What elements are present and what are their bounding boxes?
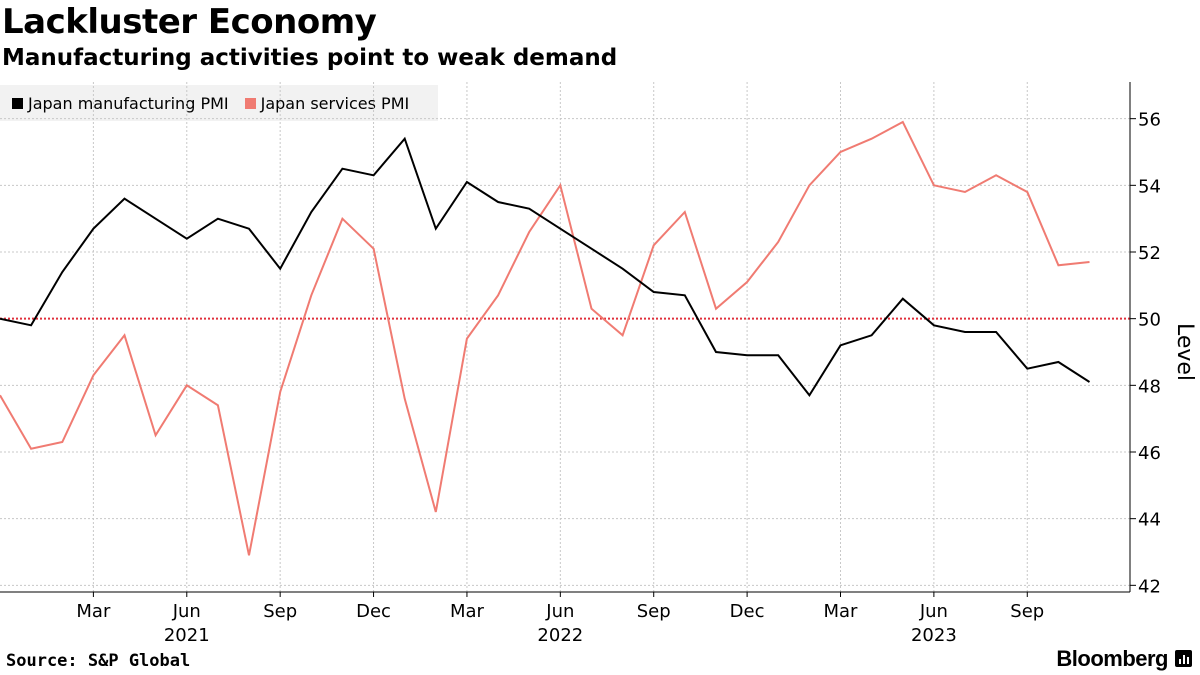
- legend-item-manufacturing: Japan manufacturing PMI: [12, 94, 229, 113]
- legend-item-services: Japan services PMI: [244, 93, 410, 113]
- x-tick-label: Sep: [637, 601, 671, 622]
- grid-lines: [0, 82, 1130, 592]
- legend-swatch-services: [244, 97, 256, 109]
- y-tick-label: 42: [1138, 576, 1161, 597]
- y-tick-label: 48: [1138, 376, 1161, 397]
- y-tick-label: 52: [1138, 243, 1161, 264]
- brand-logo-text: Bloomberg: [1056, 646, 1168, 671]
- bloomberg-bars-icon: [1175, 650, 1192, 667]
- series-line-services: [0, 120, 1090, 556]
- x-tick-label: Mar: [450, 601, 485, 622]
- x-tick-label: Sep: [263, 601, 297, 622]
- series-line-manufacturing: [0, 136, 1091, 398]
- x-tick-label: Jun: [919, 601, 948, 622]
- x-tick-label: Sep: [1010, 601, 1044, 622]
- x-tick-label: Mar: [824, 601, 859, 622]
- x-tick-label: Dec: [730, 601, 765, 622]
- chart-title: Lackluster Economy: [2, 2, 377, 42]
- x-tick-label: Dec: [356, 601, 391, 622]
- x-year-label: 2021: [164, 625, 210, 646]
- y-axis-title: Level: [1172, 323, 1197, 381]
- legend-label-manufacturing: Japan manufacturing PMI: [28, 93, 229, 113]
- chart-subtitle: Manufacturing activities point to weak d…: [2, 45, 618, 71]
- legend: Japan manufacturing PMI Japan services P…: [0, 85, 438, 121]
- x-tick-label: Jun: [545, 601, 574, 622]
- x-year-label: 2022: [537, 625, 583, 646]
- y-tick-label: 46: [1138, 443, 1161, 464]
- y-tick-label: 56: [1138, 110, 1161, 131]
- legend-swatch-manufacturing: [12, 97, 23, 109]
- source-note: Source: S&P Global: [6, 651, 191, 671]
- legend-label-services: Japan services PMI: [260, 93, 410, 113]
- x-year-label: 2023: [911, 625, 957, 646]
- series-group: [0, 120, 1091, 556]
- y-tick-label: 50: [1138, 310, 1161, 331]
- x-tick-label: Mar: [76, 601, 111, 622]
- y-tick-label: 54: [1138, 176, 1161, 197]
- y-tick-label: 44: [1138, 510, 1161, 531]
- x-tick-label: Jun: [172, 601, 201, 622]
- axes: 42 44 46 48 50 52 54 56 Mar Jun Sep Dec Mar Jun Sep Dec…: [0, 82, 1197, 646]
